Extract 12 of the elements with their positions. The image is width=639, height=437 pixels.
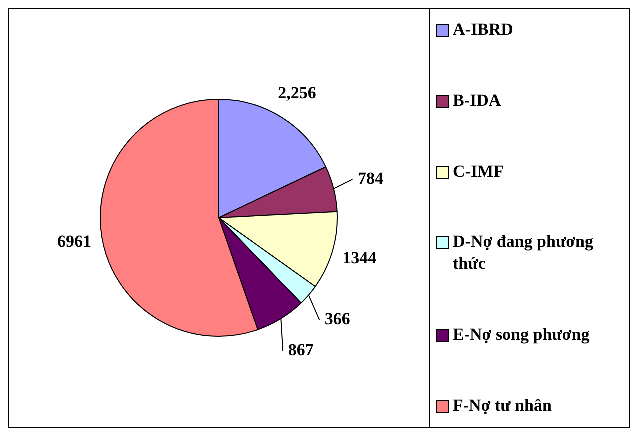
data-label: 366 <box>324 309 350 328</box>
data-label: 2,256 <box>278 84 316 103</box>
data-label: 6961 <box>58 232 92 251</box>
data-label: 1344 <box>342 248 378 268</box>
data-label: 867 <box>288 340 314 360</box>
legend-label: D-Nợ đang phương thức <box>453 231 595 276</box>
legend-label: A-IBRD <box>453 19 514 41</box>
legend-label: F-Nợ tư nhân <box>453 394 552 417</box>
legend-label: C-IMF <box>453 160 504 183</box>
legend-label: E-Nợ song phương <box>453 324 590 346</box>
legend-label: B-IDA <box>453 90 502 112</box>
data-label: 784 <box>358 168 384 188</box>
